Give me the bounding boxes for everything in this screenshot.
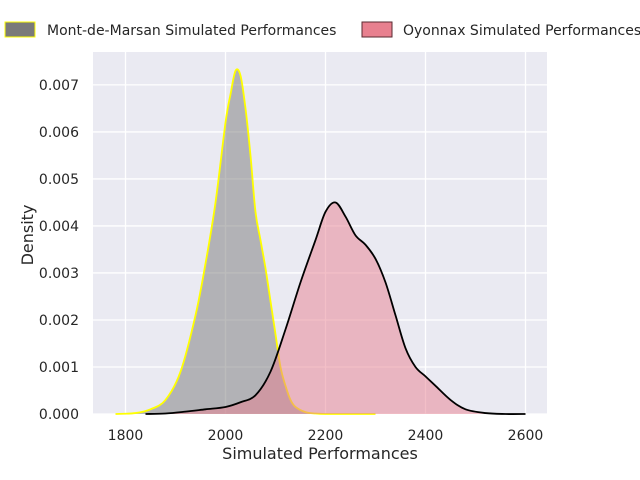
y-axis-ticks: 0.000 0.001 0.002 0.003 0.004 0.005 0.006 0.007 (39, 78, 79, 423)
y-tick-label: 0.003 (39, 266, 79, 282)
legend-label-series-2: Oyonnax Simulated Performances (403, 23, 640, 39)
y-tick-label: 0.000 (39, 407, 79, 423)
x-axis-label: Simulated Performances (222, 444, 418, 463)
x-tick-label: 2400 (408, 428, 444, 444)
legend-label-series-1: Mont-de-Marsan Simulated Performances (47, 23, 336, 39)
density-area-series-1 (115, 69, 376, 415)
x-tick-label: 2000 (208, 428, 244, 444)
legend: Mont-de-Marsan Simulated Performances Oy… (4, 21, 640, 39)
density-areas (115, 68, 526, 415)
density-area-series-2 (145, 202, 526, 415)
legend-swatch-series-1 (4, 21, 36, 38)
legend-swatch-series-2 (361, 21, 393, 38)
x-axis-ticks: 1800 2000 2200 2400 2600 (108, 428, 544, 444)
x-tick-label: 1800 (108, 428, 144, 444)
y-axis-label: Density (18, 205, 37, 266)
y-tick-label: 0.007 (39, 78, 79, 94)
x-tick-label: 2600 (508, 428, 544, 444)
x-tick-label: 2200 (308, 428, 344, 444)
y-tick-label: 0.005 (39, 172, 79, 188)
y-tick-label: 0.002 (39, 313, 79, 329)
y-tick-label: 0.004 (39, 219, 79, 235)
y-tick-label: 0.006 (39, 125, 79, 141)
density-line-series-2 (145, 201, 526, 415)
y-tick-label: 0.001 (39, 360, 79, 376)
